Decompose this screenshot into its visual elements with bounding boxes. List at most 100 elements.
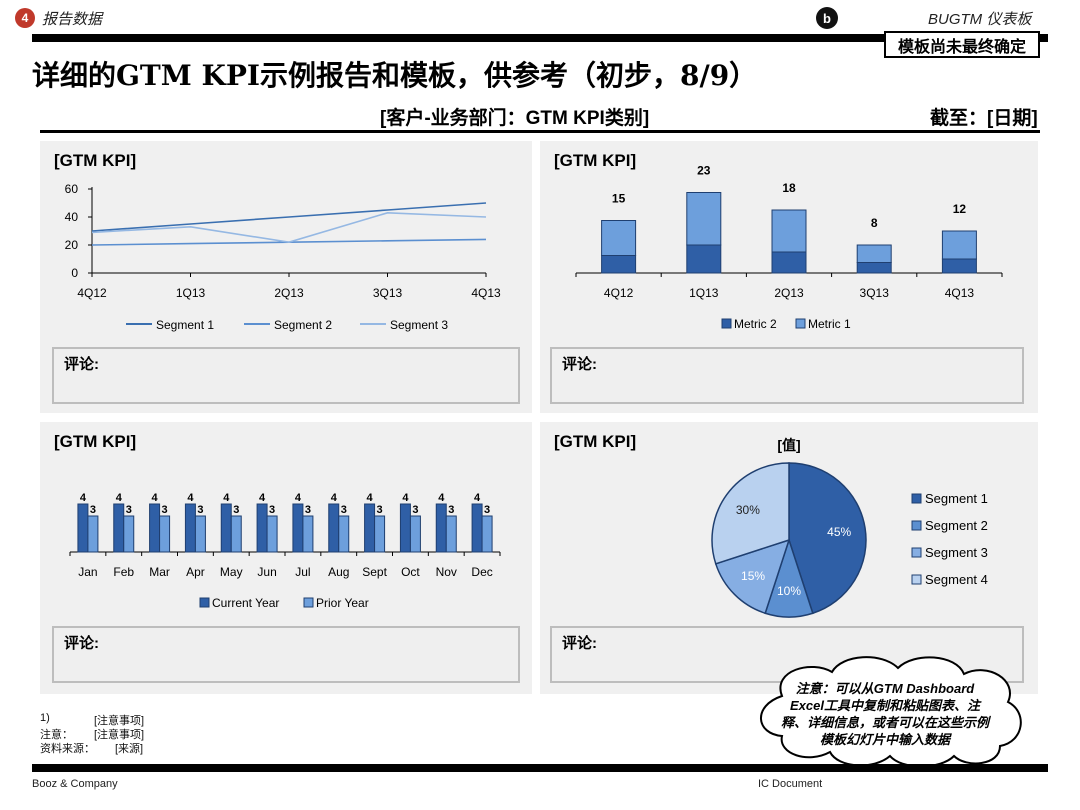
comment-box[interactable]: 评论: [52, 626, 520, 683]
x-tick-label: Mar [149, 565, 170, 579]
bar [123, 515, 135, 553]
data-label: 4 [80, 492, 87, 504]
data-label: 3 [269, 504, 275, 516]
legend-swatch [911, 574, 922, 585]
chart-title: [值] [777, 437, 800, 453]
bar [471, 503, 483, 553]
pie-chart: [值] 45% 10% 15% 30% Segment 1 Segment 2 Segment… [711, 437, 988, 618]
legend-swatch [303, 597, 314, 608]
panel-line-chart: [GTM KPI] 0 20 40 60 4Q12 1Q13 2Q13 3Q13 4Q13 Seg… [40, 141, 532, 413]
data-label: 15 [612, 192, 626, 206]
pie-slice [711, 462, 790, 565]
data-label: 4 [438, 492, 445, 504]
dashboard-brand: BUGTM 仪表板 [928, 11, 1032, 28]
source-label: 资料来源： [40, 743, 95, 755]
bar [409, 515, 421, 553]
x-tick-label: Apr [186, 565, 205, 579]
footnote-text: [注意事项] [94, 715, 145, 727]
legend-swatch [911, 520, 922, 531]
panel-label: [GTM KPI] [554, 432, 637, 451]
panel-label: [GTM KPI] [54, 432, 137, 451]
x-tick-label: 1Q13 [176, 286, 206, 300]
bar-segment [856, 262, 892, 274]
note-text: [注意事项] [94, 729, 145, 741]
legend-swatch [911, 493, 922, 504]
bar [374, 515, 386, 553]
y-tick-label: 20 [65, 238, 79, 252]
x-tick-label: Feb [113, 565, 134, 579]
bar-segment [686, 244, 722, 274]
data-label: 3 [412, 504, 418, 516]
bar-segment [686, 192, 722, 246]
data-label: 3 [162, 504, 168, 516]
legend-label: Prior Year [316, 596, 369, 610]
page-title: 详细的GTM KPI示例报告和模板，供参考（初步，8/9） [32, 59, 758, 92]
legend-label: Metric 2 [734, 317, 777, 331]
legend-label: Segment 1 [156, 318, 214, 332]
data-label: 4 [474, 492, 481, 504]
x-tick-label: 4Q13 [945, 286, 975, 300]
bar [399, 503, 411, 553]
x-tick-label: Dec [471, 565, 492, 579]
bar [445, 515, 457, 553]
note-label: 注意： [40, 729, 73, 741]
data-label: 3 [484, 504, 490, 516]
data-label: 4 [367, 492, 374, 504]
series-line [91, 211, 487, 244]
slice-label: 10% [777, 584, 801, 598]
x-tick-label: 1Q13 [689, 286, 719, 300]
data-label: 3 [305, 504, 311, 516]
legend-label: Metric 1 [808, 317, 851, 331]
legend-label: Segment 3 [390, 318, 448, 332]
x-tick-label: Oct [401, 565, 420, 579]
legend-label: Segment 2 [274, 318, 332, 332]
data-label: 4 [187, 492, 194, 504]
section-number-badge: 4 [15, 8, 35, 28]
legend-label: Segment 2 [925, 518, 988, 533]
bar [302, 515, 314, 553]
pie-slice [788, 462, 867, 615]
bar [184, 503, 196, 553]
data-label: 3 [377, 504, 383, 516]
bar-segment [941, 230, 977, 260]
x-tick-label: Nov [436, 565, 457, 579]
x-tick-label: 4Q12 [604, 286, 634, 300]
comment-label: 评论: [562, 635, 597, 652]
bar [194, 515, 206, 553]
data-label: 3 [90, 504, 96, 516]
legend-label: Current Year [212, 596, 279, 610]
section-letter-badge: b [816, 7, 838, 29]
slice-label: 15% [741, 569, 765, 583]
panel-label: [GTM KPI] [554, 151, 637, 170]
x-tick-label: Jun [257, 565, 276, 579]
y-tick-label: 40 [65, 210, 79, 224]
callout-cloud [760, 656, 1022, 768]
comment-box[interactable]: 评论: [550, 347, 1024, 404]
bar [113, 503, 125, 553]
y-tick-label: 60 [65, 182, 79, 196]
data-label: 23 [697, 164, 711, 178]
comment-box[interactable]: 评论: [52, 347, 520, 404]
data-label: 4 [259, 492, 266, 504]
data-label: 8 [871, 216, 878, 230]
footer-company: Booz & Company [32, 778, 118, 790]
x-tick-label: 2Q13 [274, 286, 304, 300]
data-label: 4 [152, 492, 159, 504]
bottom-rule [32, 764, 1048, 772]
panel-label: [GTM KPI] [54, 151, 137, 170]
comment-label: 评论: [64, 356, 99, 373]
bar [481, 515, 493, 553]
bar [159, 515, 171, 553]
data-label: 4 [223, 492, 230, 504]
bar [292, 503, 304, 553]
bar-segment [856, 244, 892, 263]
data-label: 4 [295, 492, 302, 504]
bar [230, 515, 242, 553]
slice-label: 30% [736, 503, 760, 517]
data-label: 3 [341, 504, 347, 516]
slice-label: 45% [827, 525, 851, 539]
x-tick-label: 3Q13 [860, 286, 890, 300]
data-label: 3 [197, 504, 203, 516]
comment-label: 评论: [562, 356, 597, 373]
data-label: 4 [331, 492, 338, 504]
